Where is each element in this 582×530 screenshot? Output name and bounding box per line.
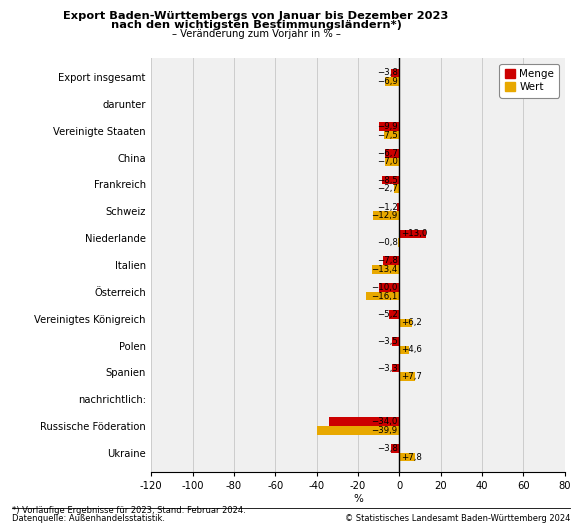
Text: −6,9: −6,9 — [377, 77, 398, 86]
Text: −0,8: −0,8 — [377, 238, 398, 247]
Text: −39,9: −39,9 — [371, 426, 398, 435]
Text: +4,6: +4,6 — [401, 346, 422, 355]
Bar — [372, 211, 399, 220]
Bar — [397, 202, 399, 211]
Text: −3,8: −3,8 — [377, 444, 398, 453]
Bar — [393, 184, 399, 193]
Bar — [392, 444, 399, 453]
Text: −10,0: −10,0 — [371, 283, 398, 292]
Text: −16,1: −16,1 — [371, 292, 398, 301]
Bar — [398, 238, 399, 247]
Text: −3,3: −3,3 — [377, 364, 398, 373]
Bar — [378, 283, 399, 292]
Text: +6,2: +6,2 — [401, 319, 422, 328]
Bar — [399, 373, 415, 381]
Text: – Veränderung zum Vorjahr in % –: – Veränderung zum Vorjahr in % – — [172, 29, 340, 39]
Bar — [382, 176, 399, 184]
Bar — [399, 319, 412, 328]
Bar — [399, 346, 409, 354]
Bar — [385, 157, 399, 166]
Text: Export Baden-Württembergs von Januar bis Dezember 2023: Export Baden-Württembergs von Januar bis… — [63, 11, 449, 21]
Bar — [329, 418, 399, 426]
Text: −5,2: −5,2 — [377, 310, 398, 319]
Bar — [392, 337, 399, 346]
Text: −2,7: −2,7 — [377, 184, 398, 193]
Text: −6,7: −6,7 — [377, 149, 398, 158]
Text: −7,5: −7,5 — [377, 130, 398, 139]
Text: *) Vorläufige Ergebnisse für 2023, Stand: Februar 2024.: *) Vorläufige Ergebnisse für 2023, Stand… — [12, 506, 246, 515]
Text: nach den wichtigsten Bestimmungsländern*): nach den wichtigsten Bestimmungsländern*… — [111, 20, 402, 30]
Bar — [392, 68, 399, 77]
Text: −13,4: −13,4 — [371, 265, 398, 274]
Text: −34,0: −34,0 — [371, 417, 398, 426]
Legend: Menge, Wert: Menge, Wert — [499, 64, 559, 98]
Text: −8,5: −8,5 — [377, 175, 398, 184]
Text: © Statistisches Landesamt Baden-Württemberg 2024: © Statistisches Landesamt Baden-Württemb… — [345, 514, 570, 523]
Bar — [379, 122, 399, 131]
Bar — [385, 149, 399, 157]
Text: −3,8: −3,8 — [377, 68, 398, 77]
Text: −9,9: −9,9 — [377, 122, 398, 131]
Text: −7,0: −7,0 — [377, 157, 398, 166]
Text: −3,5: −3,5 — [377, 337, 398, 346]
Text: +7,8: +7,8 — [401, 453, 422, 462]
Bar — [384, 131, 399, 139]
Text: −1,2: −1,2 — [377, 202, 398, 211]
Bar — [366, 292, 399, 301]
Text: Datenquelle: Außenhandelsstatistik.: Datenquelle: Außenhandelsstatistik. — [12, 514, 165, 523]
Text: −12,9: −12,9 — [371, 211, 398, 220]
Text: +7,7: +7,7 — [401, 372, 422, 381]
Bar — [399, 453, 416, 462]
Bar — [371, 265, 399, 273]
Bar — [383, 257, 399, 265]
Bar — [399, 229, 426, 238]
X-axis label: %: % — [353, 493, 363, 503]
Bar — [392, 364, 399, 373]
Bar — [389, 310, 399, 319]
Text: +13,0: +13,0 — [401, 229, 427, 239]
Text: −7,8: −7,8 — [377, 256, 398, 265]
Bar — [317, 426, 399, 435]
Bar — [385, 77, 399, 86]
